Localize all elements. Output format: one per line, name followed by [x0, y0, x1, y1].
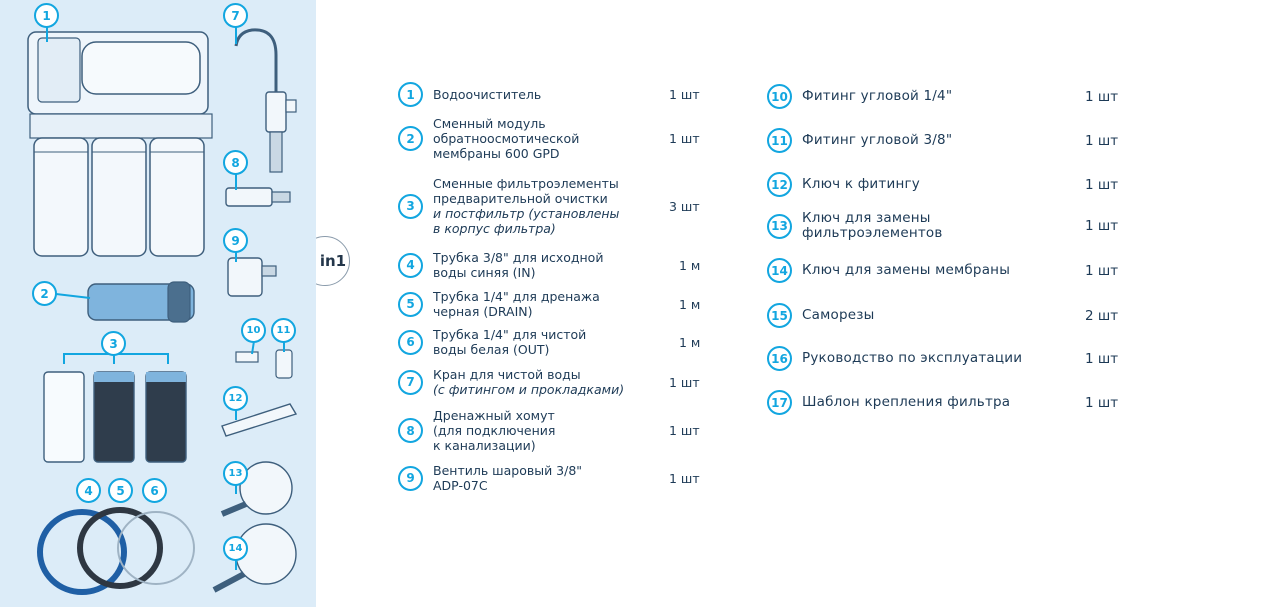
- item-quantity: 1 шт: [1085, 132, 1119, 149]
- item-quantity: 1 шт: [1085, 218, 1119, 234]
- callout-12: 12: [223, 386, 248, 411]
- callout-8: 8: [223, 150, 248, 175]
- item-quantity: 1 м: [679, 257, 701, 273]
- list-item: 10 Фитинг угловой 1/4" 1 шт: [767, 84, 1118, 109]
- item-quantity: 1 шт: [1085, 262, 1119, 279]
- item-name: Кран для чистой воды (с фитингом и прокл…: [433, 367, 625, 397]
- list-item: 9 Вентиль шаровый 3/8" ADP-07C 1 шт: [398, 463, 700, 493]
- list-item: 12 Ключ к фитингу 1 шт: [767, 172, 1118, 197]
- list-item: 11 Фитинг угловой 3/8" 1 шт: [767, 128, 1118, 153]
- callout-10: 10: [241, 318, 266, 343]
- item-quantity: 1 шт: [669, 423, 700, 438]
- item-name: Ключ к фитингу: [802, 176, 920, 192]
- item-name: Ключ для замены фильтроэлементов: [802, 210, 943, 241]
- callout-14: 14: [223, 536, 248, 561]
- item-name: Шаблон крепления фильтра: [802, 394, 1011, 410]
- cartridges-drawing: [43, 371, 187, 463]
- item-name: Сменный модуль обратноосмотической мембр…: [433, 116, 580, 161]
- list-item: 13 Ключ для замены фильтроэлементов 1 шт: [767, 211, 1118, 241]
- angle-fittings-drawing: [235, 349, 293, 379]
- item-number: 6: [398, 329, 423, 355]
- illustration-panel: [0, 0, 316, 607]
- item-number: 13: [767, 213, 792, 239]
- list-item: 3 Сменные фильтроэлементы предварительно…: [398, 176, 700, 236]
- item-name: Трубка 3/8" для исходной воды синяя (IN): [433, 250, 604, 280]
- item-quantity: 1 шт: [669, 374, 700, 390]
- item-quantity: 3 шт: [669, 198, 700, 214]
- item-number: 3: [398, 193, 423, 219]
- in1-badge-label: in1: [319, 252, 347, 270]
- item-name: Дренажный хомут (для подключения к канал…: [433, 408, 556, 453]
- list-item: 8 Дренажный хомут (для подключения к кан…: [398, 408, 700, 453]
- item-name: Водоочиститель: [433, 87, 542, 102]
- item-quantity: 1 шт: [669, 87, 700, 102]
- item-number: 11: [767, 128, 792, 153]
- item-number: 17: [767, 390, 792, 415]
- callout-1: 1: [34, 3, 59, 28]
- tubes-drawing: [37, 507, 195, 595]
- item-quantity: 1 шт: [669, 470, 700, 486]
- item-name: Фитинг угловой 3/8": [802, 132, 953, 148]
- item-number: 14: [767, 258, 792, 283]
- list-item: 16 Руководство по эксплуатации 1 шт: [767, 346, 1118, 371]
- callout-9: 9: [223, 228, 248, 253]
- ball-valve-drawing: [227, 257, 277, 297]
- item-number: 15: [767, 303, 792, 328]
- item-number: 8: [398, 418, 423, 443]
- item-name: Руководство по эксплуатации: [802, 350, 1023, 366]
- wrenches-drawing: [212, 403, 298, 593]
- callout-3: 3: [101, 331, 126, 356]
- item-quantity: 1 шт: [1085, 350, 1119, 367]
- callout-2: 2: [32, 281, 57, 306]
- item-name: Ключ для замены мембраны: [802, 262, 1011, 278]
- item-quantity: 1 м: [679, 334, 701, 350]
- list-item: 14 Ключ для замены мембраны 1 шт: [767, 258, 1118, 283]
- item-number: 9: [398, 465, 423, 491]
- drain-clamp-drawing: [225, 187, 291, 207]
- membrane-drawing: [87, 281, 195, 323]
- list-item: 6 Трубка 1/4" для чистой воды белая (OUT…: [398, 327, 700, 357]
- kit-illustration: [27, 22, 298, 595]
- item-name: Трубка 1/4" для дренажа черная (DRAIN): [433, 289, 600, 319]
- list-item: 1 Водоочиститель 1 шт: [398, 82, 700, 107]
- item-number: 5: [398, 291, 423, 317]
- item-quantity: 1 шт: [1085, 176, 1119, 193]
- item-number: 1: [398, 82, 423, 107]
- item-name: Фитинг угловой 1/4": [802, 88, 953, 104]
- item-number: 7: [398, 369, 423, 395]
- item-number: 12: [767, 172, 792, 197]
- list-item: 5 Трубка 1/4" для дренажа черная (DRAIN)…: [398, 289, 700, 319]
- item-quantity: 1 шт: [1085, 88, 1119, 105]
- callout-11: 11: [271, 318, 296, 343]
- item-number: 4: [398, 252, 423, 278]
- item-name: Трубка 1/4" для чистой воды белая (OUT): [433, 327, 587, 357]
- callout-7: 7: [223, 3, 248, 28]
- list-item: 4 Трубка 3/8" для исходной воды синяя (I…: [398, 250, 700, 280]
- list-item: 17 Шаблон крепления фильтра 1 шт: [767, 390, 1118, 415]
- callout-6: 6: [142, 478, 167, 503]
- list-item: 2 Сменный модуль обратноосмотической мем…: [398, 116, 700, 161]
- item-quantity: 1 шт: [669, 131, 700, 146]
- item-name: Сменные фильтроэлементы предварительной …: [433, 176, 620, 236]
- item-number: 16: [767, 346, 792, 371]
- callout-4: 4: [76, 478, 101, 503]
- item-number: 2: [398, 126, 423, 151]
- purifier-drawing: [27, 31, 213, 257]
- callout-5: 5: [108, 478, 133, 503]
- item-quantity: 1 м: [679, 296, 701, 312]
- faucet-drawing: [234, 28, 297, 173]
- callout-13: 13: [223, 461, 248, 486]
- list-item: 15 Саморезы 2 шт: [767, 303, 1118, 328]
- item-quantity: 2 шт: [1085, 307, 1119, 324]
- item-number: 10: [767, 84, 792, 109]
- list-item: 7 Кран для чистой воды (с фитингом и про…: [398, 367, 700, 397]
- item-name: Вентиль шаровый 3/8" ADP-07C: [433, 463, 583, 493]
- item-name: Саморезы: [802, 307, 875, 323]
- item-quantity: 1 шт: [1085, 394, 1119, 411]
